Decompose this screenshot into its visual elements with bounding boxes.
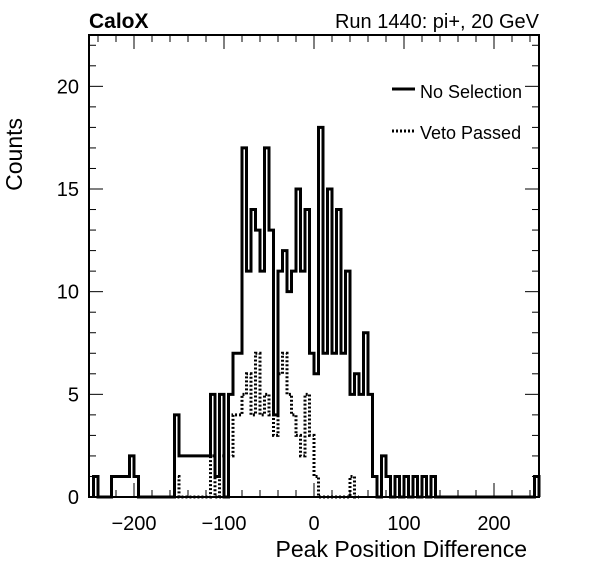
brand-label: CaloX bbox=[89, 10, 149, 33]
y-axis-label: Counts bbox=[1, 118, 27, 191]
series-group bbox=[92, 125, 541, 499]
y-tick-label: 15 bbox=[57, 179, 79, 201]
x-tick-label: −200 bbox=[111, 513, 156, 535]
series-no-selection bbox=[92, 125, 541, 499]
series-veto-passed bbox=[173, 351, 359, 499]
y-tick-labels: 0 5 10 15 20 bbox=[57, 76, 79, 509]
x-axis-ticks bbox=[97, 35, 531, 497]
y-tick-label: 10 bbox=[57, 282, 79, 304]
x-tick-label: 200 bbox=[477, 513, 510, 535]
y-tick-label: 20 bbox=[57, 76, 79, 98]
y-tick-label: 5 bbox=[68, 384, 79, 406]
legend-label-veto-passed: Veto Passed bbox=[420, 123, 521, 143]
y-tick-label: 0 bbox=[68, 487, 79, 509]
x-tick-label: 0 bbox=[308, 513, 319, 535]
x-tick-labels: −200 −100 0 100 200 bbox=[111, 513, 510, 535]
x-tick-label: −100 bbox=[201, 513, 246, 535]
legend-label-no-selection: No Selection bbox=[420, 82, 522, 102]
legend: No Selection Veto Passed bbox=[392, 82, 522, 143]
y-axis-ticks bbox=[89, 44, 539, 498]
x-tick-label: 100 bbox=[387, 513, 420, 535]
plot-frame bbox=[88, 34, 540, 498]
chart-title: Run 1440: pi+, 20 GeV bbox=[335, 11, 540, 33]
x-axis-label: Peak Position Difference bbox=[276, 536, 527, 562]
